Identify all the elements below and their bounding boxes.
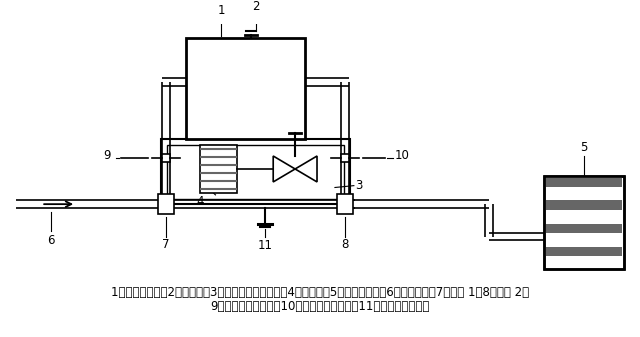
Bar [546, 177, 621, 187]
Bar [166, 145, 344, 198]
Text: 6: 6 [47, 234, 55, 247]
Bar [546, 212, 621, 222]
Bar [544, 176, 623, 269]
Bar [337, 194, 353, 214]
Text: 1，曝气储水罐；2，排气阀；3，文丘里空气射流器；4，增压泵；5，各灌水毛管；6，输水干管；7，三通 1；8，三通 2；: 1，曝气储水罐；2，排气阀；3，文丘里空气射流器；4，增压泵；5，各灌水毛管；6… [111, 286, 529, 299]
Bar [157, 194, 173, 214]
Text: 3: 3 [355, 179, 362, 192]
Polygon shape [273, 156, 295, 182]
Bar [546, 223, 621, 233]
Bar [546, 201, 621, 210]
Bar [546, 247, 621, 256]
Text: 7: 7 [162, 238, 170, 251]
Bar [544, 176, 623, 269]
Bar [546, 189, 621, 198]
Text: 8: 8 [341, 238, 349, 251]
Text: 11: 11 [258, 239, 273, 252]
Bar [162, 154, 170, 161]
Text: 4: 4 [196, 195, 204, 208]
Text: 9，第一水量控制阀；10，第二水量控制阀；11，第三水量控制阀: 9，第一水量控制阀；10，第二水量控制阀；11，第三水量控制阀 [211, 300, 429, 312]
Bar [341, 154, 349, 161]
Bar [546, 258, 621, 268]
Text: 2: 2 [253, 0, 260, 12]
Text: 10: 10 [395, 149, 410, 161]
Bar [200, 145, 237, 193]
Text: 1: 1 [218, 4, 225, 17]
Bar [161, 139, 350, 204]
Text: 5: 5 [580, 141, 588, 154]
Text: 9: 9 [104, 149, 111, 161]
Polygon shape [295, 156, 317, 182]
Bar [186, 37, 305, 139]
Bar [546, 235, 621, 245]
